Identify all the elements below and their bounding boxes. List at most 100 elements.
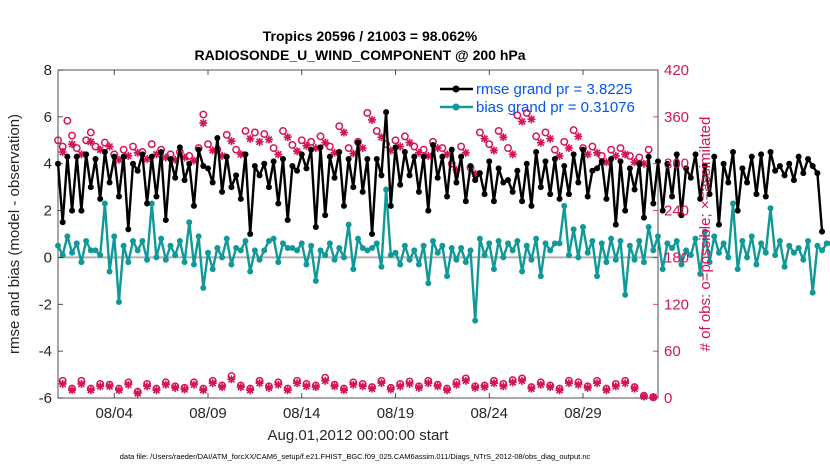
bias-point <box>547 247 554 254</box>
obs-assimilated-marker <box>396 382 405 391</box>
obs-assimilated-marker <box>171 155 180 164</box>
x-tick-label: 08/14 <box>283 405 321 422</box>
obs-assimilated-marker <box>302 382 311 391</box>
rmse-point <box>59 219 66 226</box>
bias-point <box>378 263 385 270</box>
rmse-point <box>340 202 347 209</box>
rmse-point <box>514 167 521 174</box>
bias-point <box>430 238 436 245</box>
rmse-point <box>144 200 151 207</box>
rmse-point <box>167 156 174 163</box>
obs-possible-marker <box>635 153 644 162</box>
bias-point <box>467 247 474 254</box>
obs-assimilated-marker <box>377 379 386 388</box>
obs-possible-marker <box>504 144 512 153</box>
bias-point <box>734 266 741 273</box>
rmse-point <box>120 153 127 160</box>
obs-assimilated-marker <box>68 140 77 149</box>
obs-assimilated-marker <box>649 393 658 402</box>
obs-assimilated-marker <box>461 148 470 157</box>
rmse-point <box>106 179 113 186</box>
bias-point <box>570 226 577 233</box>
bias-point <box>453 256 460 263</box>
rmse-point <box>467 163 474 170</box>
obs-possible-marker <box>63 116 72 125</box>
bias-point <box>69 249 76 256</box>
rmse-point <box>270 158 277 165</box>
rmse-point <box>125 226 132 233</box>
obs-possible-marker <box>199 110 208 119</box>
bias-point <box>556 240 563 247</box>
obs-possible-marker <box>204 140 212 149</box>
right-axis: 0 60 120 180 240 300 360 420 <box>653 62 689 407</box>
bias-point <box>115 298 122 305</box>
rmse-point <box>401 149 408 155</box>
bias-point <box>523 242 530 249</box>
obs-assimilated-marker <box>161 380 170 389</box>
bias-point <box>251 247 258 254</box>
rmse-point <box>425 207 432 214</box>
bias-point <box>814 242 821 249</box>
rmse-point <box>687 174 694 181</box>
obs-possible-marker <box>91 142 100 151</box>
bias-point <box>87 247 94 254</box>
obs-assimilated-marker <box>443 150 452 159</box>
obs-possible-marker <box>419 145 428 154</box>
bias-point <box>673 238 680 245</box>
obs-assimilated-marker <box>143 382 152 391</box>
bias-point <box>139 238 146 245</box>
obs-count-markers <box>54 109 658 402</box>
obs-assimilated-marker <box>489 379 498 388</box>
rmse-point <box>598 158 605 165</box>
left-axis-label: rmse and bias (model - observation) <box>6 114 23 354</box>
legend-rmse-label: rmse grand pr = 3.8225 <box>476 81 632 98</box>
bias-point <box>256 256 263 263</box>
obs-possible-marker <box>372 126 381 135</box>
rmse-point <box>626 165 633 172</box>
obs-possible-marker <box>54 136 62 145</box>
bias-point <box>92 247 99 254</box>
rmse-point <box>584 193 591 200</box>
obs-assimilated-marker <box>405 138 414 147</box>
bias-point <box>369 245 376 252</box>
bias-point <box>130 238 136 245</box>
rmse-point <box>359 188 366 195</box>
obs-assimilated-marker <box>639 392 648 401</box>
obs-assimilated-marker <box>518 376 527 385</box>
legend-bias-label: bias grand pr = 0.31076 <box>476 99 635 116</box>
bias-point <box>181 259 188 266</box>
rmse-point <box>701 163 708 170</box>
obs-assimilated-marker <box>114 386 123 395</box>
rmse-point <box>547 191 554 198</box>
x-tick-label: 08/19 <box>377 405 415 422</box>
bias-point <box>144 256 151 263</box>
bias-point <box>322 252 329 259</box>
rmse-point <box>97 195 104 202</box>
bias-point <box>392 249 399 256</box>
right-tick-label: 360 <box>664 109 689 126</box>
rmse-point <box>181 177 188 184</box>
bias-point <box>650 247 657 254</box>
rmse-point <box>420 153 427 160</box>
rmse-point <box>772 167 779 174</box>
obs-assimilated-marker <box>321 376 330 385</box>
bias-point <box>106 268 113 275</box>
bias-point <box>97 252 104 259</box>
left-tick-label: 2 <box>44 203 52 220</box>
bias-point <box>294 247 301 254</box>
obs-possible-marker <box>316 132 325 141</box>
bias-point <box>617 238 624 245</box>
rmse-point <box>481 191 488 198</box>
bias-point <box>495 238 502 245</box>
rmse-point <box>476 170 483 177</box>
obs-assimilated-marker <box>602 158 611 167</box>
legend-bias-marker <box>452 103 460 111</box>
right-tick-label: 0 <box>664 390 672 407</box>
obs-assimilated-marker <box>536 138 545 147</box>
rmse-point <box>730 149 736 155</box>
obs-assimilated-marker <box>96 382 105 391</box>
rmse-point <box>289 163 296 170</box>
bias-point <box>758 240 765 247</box>
bias-point <box>519 268 526 275</box>
